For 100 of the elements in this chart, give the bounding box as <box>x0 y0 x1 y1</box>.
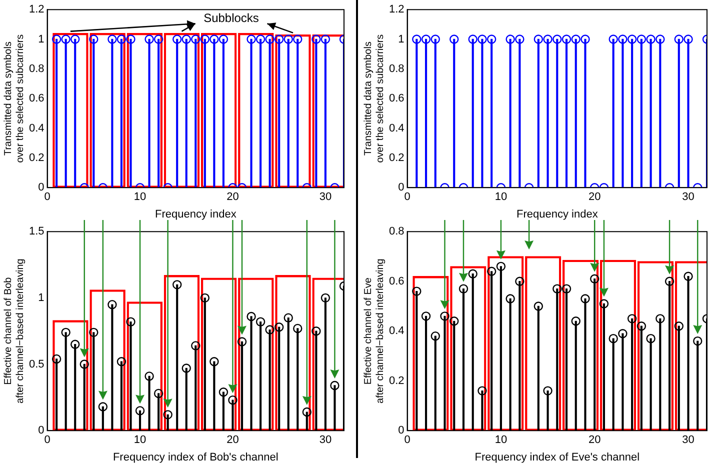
y-tick-label: 0.8 <box>28 62 44 75</box>
x-tick-label: 30 <box>319 434 332 446</box>
point <box>618 328 628 338</box>
point <box>191 341 200 350</box>
point <box>228 395 238 405</box>
point <box>312 326 321 336</box>
x-axis-title: Frequency index of Eve's channel <box>474 451 640 464</box>
point <box>515 276 524 286</box>
x-tick-label: 20 <box>588 434 601 446</box>
point <box>210 357 219 366</box>
point <box>543 386 552 396</box>
x-axis-title: Frequency index <box>516 208 598 220</box>
y-tick-label: 0.2 <box>388 152 404 164</box>
y-tick-label: 0.2 <box>28 152 44 164</box>
y-tick-label: 0.8 <box>388 226 404 238</box>
point <box>302 407 312 417</box>
point <box>674 322 684 331</box>
point <box>61 328 70 338</box>
y-tick-label: 1 <box>398 33 404 46</box>
point <box>320 293 330 303</box>
y-tick-label: 0.8 <box>388 62 404 75</box>
x-tick-label: 20 <box>226 434 239 446</box>
point <box>246 312 256 322</box>
point <box>590 274 600 284</box>
y-tick-label: 0 <box>38 424 44 437</box>
y-tick-label: 0.4 <box>388 122 404 134</box>
x-axis-title: Frequency index <box>154 208 237 220</box>
point <box>636 322 646 331</box>
point <box>256 317 266 326</box>
point <box>182 364 191 373</box>
x-tick-label: 10 <box>494 434 508 446</box>
point <box>506 294 515 304</box>
point <box>144 372 154 381</box>
x-tick-label: 30 <box>682 191 694 204</box>
point <box>274 322 284 332</box>
x-tick-label: 10 <box>494 191 508 204</box>
annotation: Subblocks <box>204 10 259 25</box>
point <box>534 302 544 311</box>
point <box>486 266 496 276</box>
point <box>89 328 98 338</box>
point <box>450 316 459 326</box>
y-axis-title: Effective channel of Bob after channel−based interleaving <box>2 258 26 404</box>
y-axis-title: Effective channel of Eve after channel−based interleaving <box>362 258 386 404</box>
point <box>664 276 674 286</box>
x-tick-label: 10 <box>134 191 146 204</box>
point <box>599 299 609 308</box>
x-tick-label: 30 <box>682 434 694 446</box>
point <box>580 294 590 304</box>
y-tick-label: 1.2 <box>28 4 44 16</box>
point <box>163 410 172 420</box>
y-tick-label: 0 <box>38 182 44 194</box>
y-tick-label: 0.6 <box>388 92 404 105</box>
point <box>693 336 702 346</box>
point <box>200 293 210 303</box>
x-tick-label: 10 <box>134 434 146 446</box>
point <box>440 312 450 321</box>
point <box>552 284 562 294</box>
y-tick-label: 1.5 <box>28 226 44 238</box>
point <box>80 360 89 369</box>
point <box>126 317 136 326</box>
point <box>237 337 247 346</box>
point <box>52 354 62 364</box>
point <box>571 316 580 326</box>
y-tick-label: 0.5 <box>28 358 44 370</box>
y-tick-label: 1 <box>38 292 44 304</box>
point <box>627 314 637 324</box>
point <box>154 388 164 398</box>
y-tick-label: 0 <box>398 424 404 437</box>
x-tick-label: 30 <box>319 191 332 204</box>
y-axis-title: Transmitted data symbols over the selected subcarriers <box>362 34 386 163</box>
point <box>265 325 274 334</box>
point <box>293 324 302 334</box>
y-tick-label: 0.2 <box>388 374 404 387</box>
y-axis-title: Transmitted data symbols over the selected subcarriers <box>2 34 26 163</box>
x-axis-title: Frequency index of Bob's channel <box>112 451 278 464</box>
point <box>108 300 117 310</box>
x-tick-label: 20 <box>226 191 239 204</box>
point <box>70 340 80 349</box>
point <box>135 406 145 416</box>
point <box>330 380 340 390</box>
point <box>458 284 468 294</box>
point <box>98 402 108 412</box>
point <box>421 312 431 321</box>
point <box>478 386 487 396</box>
y-tick-label: 0.4 <box>388 325 404 338</box>
point <box>218 388 228 397</box>
point <box>284 313 293 322</box>
point <box>468 269 478 278</box>
point <box>116 357 126 366</box>
point <box>684 272 693 281</box>
point <box>430 331 440 341</box>
y-tick-label: 1.2 <box>388 4 404 16</box>
point <box>562 284 572 294</box>
x-tick-label: 20 <box>588 191 601 204</box>
y-tick-label: 0.6 <box>28 92 44 105</box>
point <box>656 314 665 324</box>
y-tick-label: 0.6 <box>388 275 404 288</box>
y-tick-label: 0.4 <box>28 122 44 134</box>
point <box>608 334 618 344</box>
y-tick-label: 1 <box>38 33 44 46</box>
